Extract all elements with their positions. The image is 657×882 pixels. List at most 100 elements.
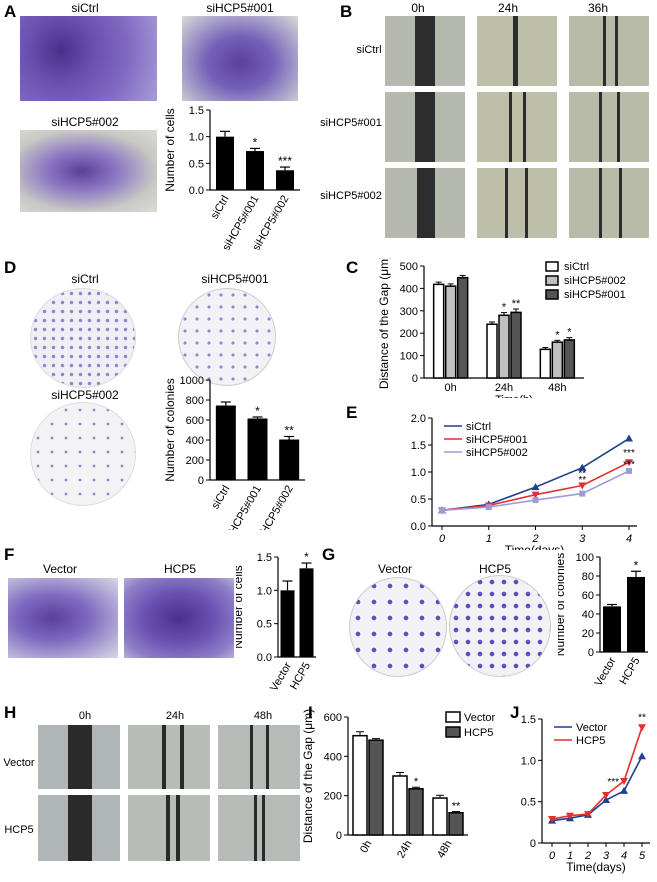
chart-d-bar-1	[247, 418, 268, 480]
chart-e-point-2-4	[626, 467, 632, 474]
chart-j-legend-label-0: Vector	[576, 722, 608, 734]
chart-j-xtick-label-5: 5	[639, 850, 646, 862]
chart-e-legend-label-0: siCtrl	[466, 421, 491, 433]
chart-c-bar-0-2	[456, 276, 469, 379]
chart-e-legend-label-2: siHCP5#002	[466, 447, 528, 459]
chart-f-ylabel: Number of cells	[236, 565, 245, 648]
panel-h-image-vector-24h	[128, 725, 210, 789]
chart-j-xtick-label-2: 2	[584, 850, 591, 862]
chart-i-xlabel-2: 48h	[435, 839, 455, 861]
panel-a-image-sictrl	[20, 16, 157, 101]
chart-g-bar-0	[603, 606, 621, 652]
chart-e-xaxis-title: Time(days)	[505, 543, 565, 550]
chart-d-ytick-label-5: 1000	[180, 375, 204, 387]
chart-g-ytick-label-4: 80	[582, 571, 594, 583]
panel-g-well-vector	[349, 577, 447, 677]
chart-d-ytick-label-2: 400	[186, 435, 204, 447]
chart-f-bar-0	[280, 590, 295, 657]
chart-g-ylabel: Number of colonies	[558, 553, 567, 656]
chart-j-ytick-label-1: 0.5	[521, 797, 536, 809]
chart-e-legend-label-1: siHCP5#001	[466, 434, 528, 446]
chart-j-point-1-1	[566, 812, 574, 820]
chart-c-sig-2-2: *	[567, 327, 572, 339]
panel-h-image-hcp5-0h	[38, 795, 120, 861]
chart-e-point-2-2	[532, 497, 539, 504]
chart-g-xlabel-1: HCP5	[618, 656, 643, 687]
chart-j-sig-0: ***	[607, 777, 619, 788]
panel-label-f: F	[4, 545, 15, 564]
chart-a-ytick-label-2: 1.0	[189, 132, 204, 144]
panel-label-d: D	[4, 258, 17, 277]
chart-i-legend-label-1: HCP5	[464, 727, 493, 739]
panel-h-wound-grid	[38, 725, 300, 861]
chart-g: 0 20 40 60 80 100 Number of colonies Vector * HCP…	[558, 552, 648, 689]
chart-f-ytick-label-2: 1.0	[257, 585, 272, 597]
panel-d-well-sihcp5-002	[30, 402, 136, 506]
chart-i-bar-1-0	[392, 775, 408, 836]
chart-i-legend-swatch-1	[445, 726, 461, 738]
chart-e-point-0-4	[625, 434, 633, 442]
chart-d-bar-2	[279, 439, 300, 480]
chart-e: 0.00.51.01.52.0OD at 450nm01234Time(days…	[411, 413, 637, 550]
panel-h-image-vector-48h	[218, 725, 300, 789]
chart-i-bar-2-1	[448, 812, 464, 836]
panel-f-image-hcp5	[124, 578, 234, 658]
panel-b-image-sihcp5-002-36h	[569, 168, 649, 238]
chart-j-ytick-label-2: 1.0	[521, 755, 536, 767]
panel-f-title-hcp5: HCP5	[163, 562, 196, 576]
chart-e-ytick-label-2: 1.0	[411, 467, 426, 479]
panel-b-wound-grid	[385, 16, 649, 238]
chart-c-legend-swatch-0	[545, 261, 559, 272]
chart-e-ytick-label-3: 1.5	[411, 440, 426, 452]
chart-d-ytick-label-0: 0	[198, 475, 204, 487]
chart-f-sig-1: *	[304, 550, 309, 564]
chart-e-ytick-label-0: 0.0	[411, 521, 426, 533]
chart-c-ytick-label-0: 0	[412, 373, 418, 385]
chart-a-xlabel-0: siCtrl	[209, 194, 232, 222]
chart-g-bar-1	[627, 576, 645, 652]
chart-i-ytick-label-0: 0	[336, 830, 342, 842]
panel-h-col-24h: 24h	[165, 710, 185, 722]
chart-e-point-2-0	[439, 507, 445, 514]
panel-d-well-sihcp5-001	[178, 288, 276, 386]
chart-e-xtick-label-0: 0	[439, 533, 446, 545]
chart-e-sig-1: **	[578, 475, 586, 486]
chart-j-xtick-label-1: 1	[567, 850, 573, 862]
chart-d-sig-1: *	[255, 404, 260, 418]
chart-c-xlabel-2: 48h	[548, 382, 566, 394]
chart-e-sig-3: ***	[623, 460, 635, 471]
chart-c-bar-0-0	[432, 283, 445, 379]
chart-j-series-line-0	[551, 755, 643, 822]
chart-g-ytick-label-3: 60	[582, 590, 594, 602]
chart-a-ytick-label-3: 1.5	[189, 105, 204, 117]
chart-j-ytick-label-3: 1.5	[521, 714, 536, 726]
panel-label-j: J	[510, 703, 520, 722]
chart-c-legend-label-1: siHCP5#002	[564, 275, 626, 287]
panel-b-row-sictrl: siCtrl	[356, 44, 382, 56]
chart-e-sig-2: ***	[623, 448, 635, 459]
chart-a-bar-0	[216, 136, 234, 190]
chart-a-ylabel: Number of cells	[163, 108, 177, 191]
chart-g-ytick-label-0: 0	[588, 647, 594, 659]
chart-e-point-0-3	[578, 463, 587, 471]
chart-i-ytick-label-2: 400	[324, 751, 342, 763]
chart-c: 0 100 200 300 400 500 Distance of the Gap (μm)…	[378, 258, 626, 398]
chart-i-legend-swatch-0	[445, 711, 461, 723]
panel-b-image-sihcp5-002-24h	[477, 168, 557, 238]
panel-label-i: I	[308, 703, 313, 722]
panel-b-image-sictrl-24h	[477, 16, 557, 86]
chart-c-bar-1-0	[486, 323, 498, 379]
chart-e-point-1-3	[578, 482, 587, 490]
chart-e-xtick-label-1: 1	[486, 533, 492, 545]
chart-c-bar-0-1	[444, 285, 457, 379]
chart-f-ytick-label-3: 1.5	[257, 552, 272, 564]
chart-i-xlabel-0: 0h	[358, 839, 375, 856]
chart-i-ytick-label-3: 600	[324, 712, 342, 724]
chart-c-sig-1-2: **	[512, 298, 521, 310]
chart-i-ylabel: Distance of the Gap (μm)	[301, 709, 315, 843]
chart-d-bar-0	[215, 405, 236, 480]
chart-c-sig-2-1: *	[555, 329, 560, 341]
chart-f-xlabel-0: Vector	[268, 660, 294, 693]
chart-g-ytick-label-2: 40	[582, 609, 594, 621]
